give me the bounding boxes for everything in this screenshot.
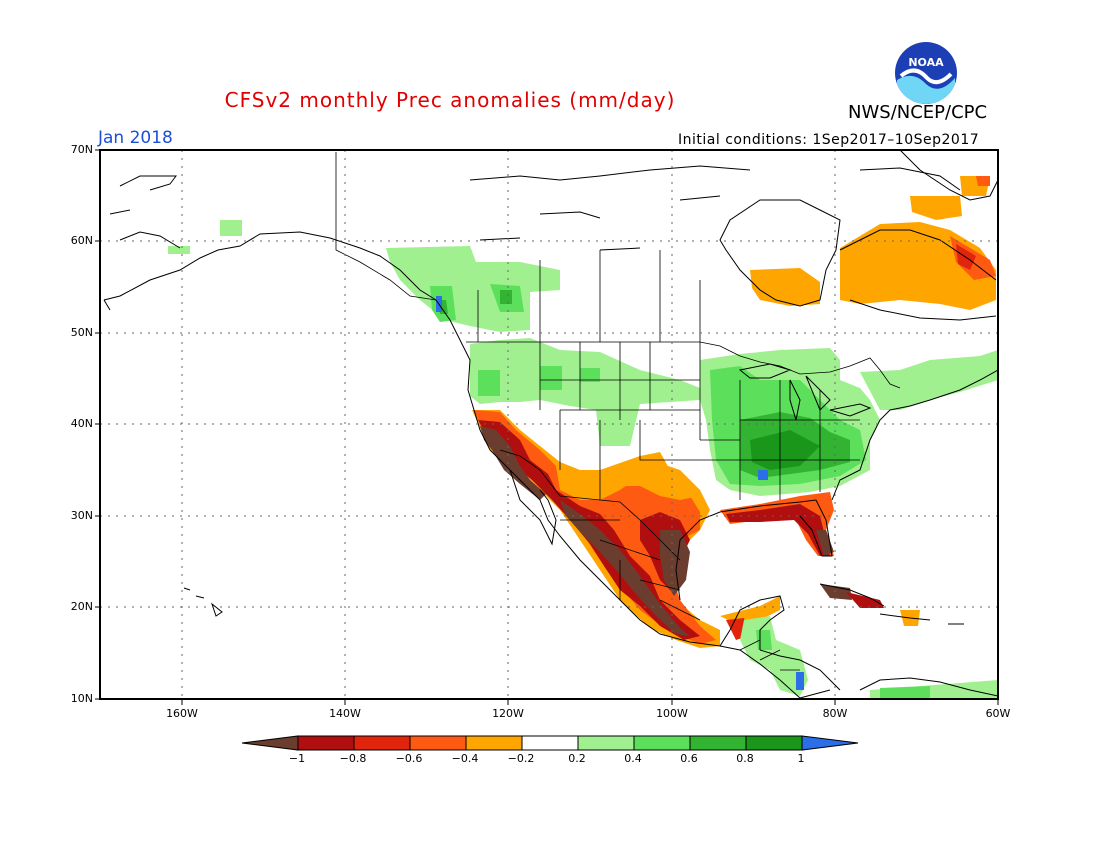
anomaly-orange (750, 176, 996, 310)
anomaly-green-light (740, 616, 998, 698)
lat-label-30n: 30N (70, 509, 93, 522)
anomaly-red (726, 504, 830, 556)
anomaly-green-mid (756, 630, 930, 698)
lon-label-120w: 120W (492, 707, 524, 720)
anomaly-brown (816, 530, 834, 556)
lon-label-160w: 160W (166, 707, 198, 720)
anomaly-green-mid (478, 366, 600, 396)
colorbar-swatch (577, 735, 635, 751)
logo-text: NOAA (908, 56, 944, 69)
colorbar-arrow-low (241, 735, 299, 751)
colorbar-swatch (689, 735, 747, 751)
anomaly-brown (820, 584, 852, 600)
lat-label-10n: 10N (70, 692, 93, 705)
colorbar-label: −0.8 (339, 752, 367, 765)
anomaly-orange (600, 452, 700, 500)
colorbar-label: 0.2 (568, 752, 586, 765)
lat-label-20n: 20N (70, 600, 93, 613)
colorbar-label: −0.4 (451, 752, 479, 765)
colorbar-swatch (465, 735, 523, 751)
colorbar-swatch (745, 735, 803, 751)
colorbar-label: 1 (797, 752, 805, 765)
anomaly-shading (168, 176, 998, 698)
colorbar (241, 735, 859, 751)
lat-label-70n: 70N (70, 143, 93, 156)
forecast-month: Jan 2018 (98, 128, 173, 148)
map-title: CFSv2 monthly Prec anomalies (mm/day) (224, 88, 676, 112)
anomaly-blue (758, 470, 768, 480)
anomaly-green-dark (438, 290, 512, 314)
colorbar-arrow-high (801, 735, 859, 751)
coastlines (103, 150, 998, 699)
colorbar-swatch (353, 735, 411, 751)
anomaly-brown (480, 426, 690, 636)
lon-label-80w: 80W (822, 707, 848, 720)
anomaly-blue (796, 672, 804, 690)
lat-label-60n: 60N (70, 234, 93, 247)
colorbar-swatch (297, 735, 355, 751)
graticule (100, 150, 998, 699)
noaa-logo: NOAA (895, 42, 957, 105)
colorbar-label: −0.2 (507, 752, 535, 765)
colorbar-label: 0.8 (736, 752, 754, 765)
lon-label-60w: 60W (985, 707, 1011, 720)
organization-label: NWS/NCEP/CPC (848, 102, 988, 123)
colorbar-label: 0.4 (624, 752, 642, 765)
lat-label-40n: 40N (70, 417, 93, 430)
lat-label-50n: 50N (70, 326, 93, 339)
anomaly-green-light (470, 338, 700, 446)
colorbar-label: −0.6 (395, 752, 423, 765)
colorbar-swatch (521, 735, 579, 751)
anomaly-green-light (860, 350, 998, 410)
colorbar-swatch (409, 735, 467, 751)
anomaly-red (846, 592, 884, 608)
colorbar-label: 0.6 (680, 752, 698, 765)
political-borders (335, 152, 901, 671)
lon-label-100w: 100W (656, 707, 688, 720)
lon-label-140w: 140W (329, 707, 361, 720)
anomaly-orange (720, 596, 780, 626)
axis-ticks (95, 149, 999, 705)
colorbar-label: −1 (288, 752, 306, 765)
initial-conditions: Initial conditions: 1Sep2017–10Sep2017 (678, 132, 980, 148)
colorbar-swatch (633, 735, 691, 751)
anomaly-green-light (168, 220, 560, 332)
